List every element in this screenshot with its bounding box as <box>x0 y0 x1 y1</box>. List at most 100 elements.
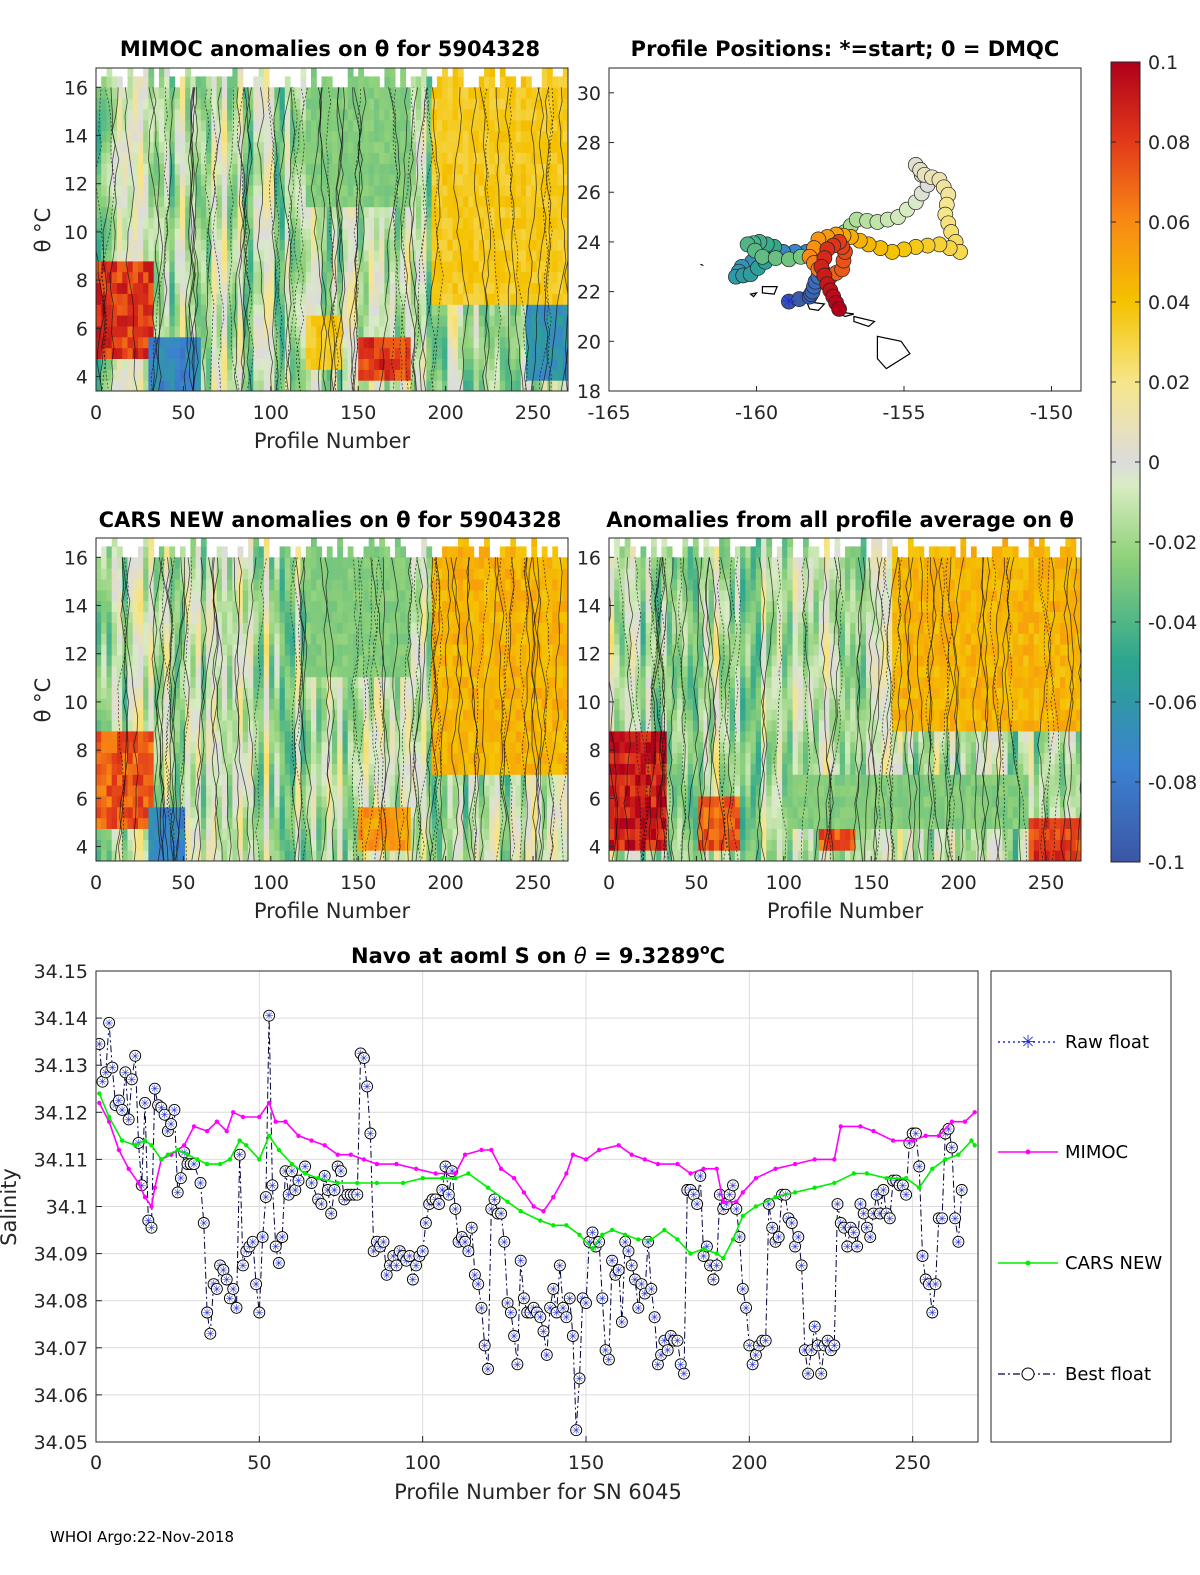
heatmap-cell <box>557 141 564 153</box>
heatmap-cell <box>468 720 475 732</box>
heatmap-cell <box>405 589 412 602</box>
heatmap-cell <box>368 589 375 602</box>
heatmap-cell <box>269 600 275 613</box>
heatmap-cell <box>211 87 218 99</box>
heatmap-cell <box>405 380 412 391</box>
heatmap-cell <box>562 336 568 349</box>
heatmap-cell <box>263 806 270 819</box>
heatmap-cell <box>337 369 343 381</box>
heatmap-cell <box>531 228 538 240</box>
heatmap-cell <box>227 260 233 273</box>
heatmap-cell <box>232 325 239 338</box>
heatmap-cell <box>457 600 464 613</box>
heatmap-cell <box>242 795 249 808</box>
heatmap-cell <box>122 152 128 164</box>
heatmap-cell <box>279 644 286 656</box>
heatmap-cell <box>179 806 186 819</box>
heatmap-cell <box>206 795 212 808</box>
heatmap-cell <box>332 369 338 381</box>
heatmap-cell <box>363 304 370 316</box>
heatmap-cell <box>552 250 559 262</box>
heatmap-cell <box>332 709 338 721</box>
heatmap-cell <box>158 369 165 381</box>
heatmap-cell <box>379 228 385 240</box>
heatmap-cell <box>452 763 459 775</box>
heatmap-cell <box>499 174 506 186</box>
heatmap-cell <box>248 839 254 851</box>
heatmap-cell <box>321 795 328 808</box>
heatmap-cell <box>562 347 568 359</box>
heatmap-cell <box>216 795 223 808</box>
heatmap-cell <box>143 87 149 99</box>
heatmap-cell <box>342 260 349 273</box>
heatmap-cell <box>374 271 380 284</box>
heatmap-cell <box>221 622 228 634</box>
heatmap-cell <box>227 589 233 602</box>
heatmap-cell <box>185 741 191 754</box>
heatmap-cell <box>384 665 391 678</box>
heatmap-cell <box>353 315 359 327</box>
heatmap-cell <box>353 87 359 99</box>
heatmap-cell <box>305 633 312 645</box>
heatmap-cell <box>96 774 102 786</box>
heatmap-cell <box>520 76 527 88</box>
heatmap-cell <box>248 600 254 613</box>
heatmap-cell <box>106 119 113 132</box>
heatmap-cell <box>305 336 312 349</box>
heatmap-cell <box>179 839 186 851</box>
heatmap-cell <box>410 315 417 327</box>
heatmap-cell <box>242 184 249 197</box>
heatmap-cell <box>316 611 323 623</box>
heatmap-cell <box>232 741 239 754</box>
heatmap-cell <box>478 589 485 602</box>
heatmap-cell <box>499 239 506 251</box>
heatmap-cell <box>290 687 296 699</box>
heatmap-cell <box>468 730 475 743</box>
heatmap-cell <box>117 676 123 688</box>
heatmap-cell <box>489 119 496 132</box>
heatmap-cell <box>415 174 422 186</box>
heatmap-cell <box>258 730 265 743</box>
heatmap-cell <box>353 195 359 208</box>
heatmap-cell <box>463 730 469 743</box>
heatmap-cell <box>505 347 511 359</box>
heatmap-cell <box>253 557 260 569</box>
heatmap-cell <box>368 676 375 688</box>
heatmap-cell <box>311 806 317 819</box>
heatmap-cell <box>358 347 364 359</box>
heatmap-cell <box>311 698 317 710</box>
heatmap-cell <box>332 184 338 197</box>
heatmap-cell <box>384 752 391 764</box>
heatmap-cell <box>379 633 385 645</box>
heatmap-cell <box>426 557 433 569</box>
heatmap-cell <box>158 358 165 370</box>
heatmap-cell <box>153 87 160 99</box>
heatmap-cell <box>253 763 260 775</box>
heatmap-cell <box>274 174 281 186</box>
heatmap-cell <box>505 195 511 208</box>
x-tick-label: 200 <box>427 402 463 424</box>
heatmap-cell <box>200 795 207 808</box>
heatmap-cell <box>248 752 254 764</box>
heatmap-cell <box>148 228 155 240</box>
heatmap-cell <box>211 217 218 229</box>
heatmap-cell <box>321 806 328 819</box>
heatmap-cell <box>421 763 427 775</box>
heatmap-cell <box>101 315 107 327</box>
heatmap-cell <box>358 282 364 294</box>
heatmap-cell <box>279 239 286 251</box>
heatmap-cell <box>415 665 422 678</box>
heatmap-cell <box>452 752 459 764</box>
heatmap-cell <box>211 568 218 580</box>
heatmap-cell <box>363 119 370 132</box>
heatmap-cell <box>447 763 454 775</box>
heatmap-cell <box>484 217 490 229</box>
heatmap-cell <box>127 763 134 775</box>
heatmap-cell <box>174 130 181 143</box>
heatmap-cell <box>138 817 144 829</box>
heatmap-cell <box>489 250 496 262</box>
heatmap-cell <box>520 195 527 208</box>
heatmap-cell <box>358 568 364 580</box>
heatmap-cell <box>295 795 302 808</box>
heatmap-cell <box>274 589 281 602</box>
